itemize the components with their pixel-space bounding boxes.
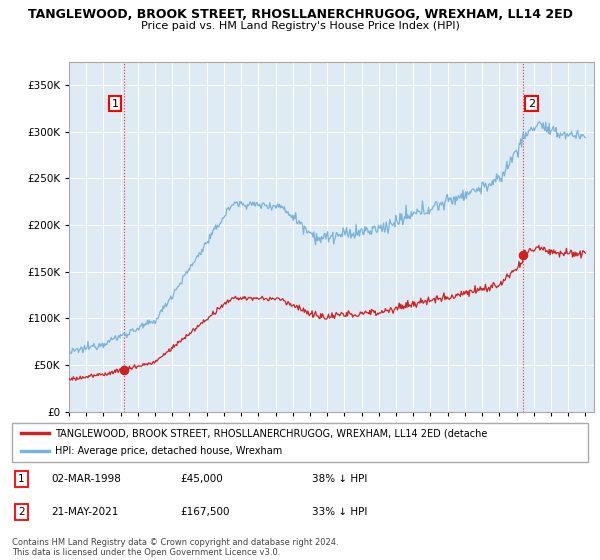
Text: 38% ↓ HPI: 38% ↓ HPI	[312, 474, 367, 484]
Text: £167,500: £167,500	[180, 507, 229, 517]
FancyBboxPatch shape	[12, 423, 588, 462]
Text: 02-MAR-1998: 02-MAR-1998	[51, 474, 121, 484]
Text: 1: 1	[18, 474, 25, 484]
Text: TANGLEWOOD, BROOK STREET, RHOSLLANERCHRUGOG, WREXHAM, LL14 2ED: TANGLEWOOD, BROOK STREET, RHOSLLANERCHRU…	[28, 8, 572, 21]
Text: 2: 2	[18, 507, 25, 517]
Text: 1: 1	[112, 99, 118, 109]
Point	[119, 365, 128, 374]
Text: Price paid vs. HM Land Registry's House Price Index (HPI): Price paid vs. HM Land Registry's House …	[140, 21, 460, 31]
Text: 33% ↓ HPI: 33% ↓ HPI	[312, 507, 367, 517]
Point	[518, 251, 528, 260]
Text: TANGLEWOOD, BROOK STREET, RHOSLLANERCHRUGOG, WREXHAM, LL14 2ED (detache: TANGLEWOOD, BROOK STREET, RHOSLLANERCHRU…	[55, 428, 488, 438]
Text: HPI: Average price, detached house, Wrexham: HPI: Average price, detached house, Wrex…	[55, 446, 283, 456]
Text: 2: 2	[528, 99, 535, 109]
Text: £45,000: £45,000	[180, 474, 223, 484]
Text: 21-MAY-2021: 21-MAY-2021	[51, 507, 118, 517]
Text: Contains HM Land Registry data © Crown copyright and database right 2024.
This d: Contains HM Land Registry data © Crown c…	[12, 538, 338, 557]
